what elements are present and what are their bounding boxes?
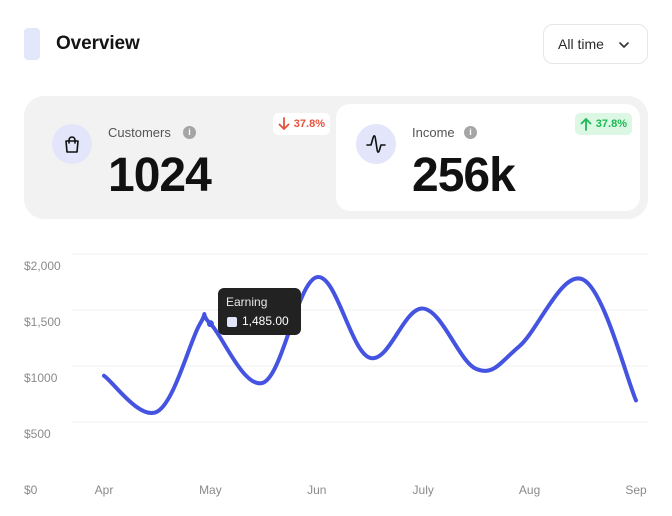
income-value: 256k: [412, 149, 516, 202]
x-tick-label: Jun: [307, 483, 326, 497]
customers-label: Customers: [108, 125, 171, 140]
tooltip-swatch: [227, 317, 237, 327]
tooltip-value: 1,485.00: [242, 314, 289, 328]
time-filter-label: All time: [558, 36, 604, 52]
page-title: Overview: [56, 33, 140, 54]
x-tick-label: Apr: [95, 483, 114, 497]
x-tick-label: May: [199, 483, 222, 497]
chevron-down-icon: [619, 42, 629, 48]
y-tick-label: $500: [24, 427, 51, 441]
y-tick-label: $1000: [24, 371, 58, 385]
y-tick-label: $2,000: [24, 259, 61, 273]
income-change-badge: 37.8%: [574, 113, 632, 135]
x-tick-label: Sep: [625, 483, 647, 497]
time-filter-dropdown[interactable]: All time: [543, 24, 648, 64]
income-change-value: 37.8%: [595, 118, 627, 130]
earning-series-line: [102, 275, 638, 415]
arrow-down-icon: [278, 117, 290, 130]
arrow-up-icon: [580, 118, 592, 131]
y-tick-label: $0: [24, 483, 38, 497]
highlight-point: [206, 320, 214, 328]
income-label: Income: [412, 125, 455, 140]
x-tick-label: Aug: [519, 483, 540, 497]
customers-card[interactable]: Customers i 1024 37.8%: [32, 104, 336, 211]
customers-change-value: 37.8%: [293, 118, 325, 130]
activity-icon: [356, 124, 396, 164]
earning-line-chart: $2,000 $1,500 $1000 $500 $0 Apr May Jun July Aug S…: [24, 253, 648, 497]
x-tick-label: July: [413, 483, 434, 497]
customers-value: 1024: [108, 149, 212, 202]
customers-change-badge: 37.8%: [272, 113, 330, 135]
y-tick-label: $1,500: [24, 315, 61, 329]
shopping-bag-icon: [52, 124, 92, 164]
stats-panel: Customers i 1024 37.8% Income i 256k 37.…: [24, 96, 648, 219]
info-icon[interactable]: i: [183, 126, 196, 139]
info-icon[interactable]: i: [464, 126, 477, 139]
tooltip-title: Earning: [226, 295, 268, 309]
chart-tooltip: Earning 1,485.00: [218, 288, 301, 335]
income-card[interactable]: Income i 256k 37.8%: [336, 104, 640, 211]
header-marker: [24, 28, 40, 60]
